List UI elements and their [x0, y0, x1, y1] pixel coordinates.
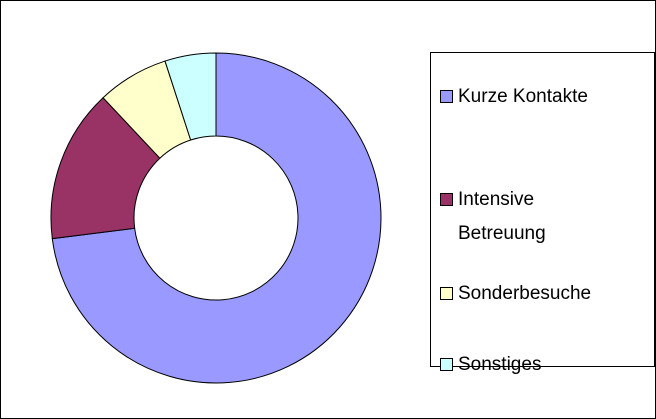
legend-swatch [440, 358, 453, 371]
legend-swatch [440, 90, 453, 103]
legend-item: Kurze Kontakte [440, 80, 588, 113]
legend-label: Intensive Betreuung [458, 189, 546, 244]
donut-slice [51, 52, 382, 384]
legend: Kurze Kontakte Intensive Betreuung Sonderb… [430, 52, 655, 375]
legend-label: Sonstiges [458, 354, 542, 375]
legend-item: Sonderbesuche [440, 277, 591, 310]
legend-item: Intensive Betreuung [440, 183, 568, 251]
donut-slice [164, 52, 217, 141]
legend-label: Kurze Kontakte [458, 86, 588, 107]
legend-label: Sonderbesuche [458, 283, 592, 304]
legend-swatch [440, 287, 453, 300]
plot [50, 52, 382, 384]
legend-item: Sonstiges [440, 348, 541, 381]
legend-swatch [440, 193, 453, 206]
